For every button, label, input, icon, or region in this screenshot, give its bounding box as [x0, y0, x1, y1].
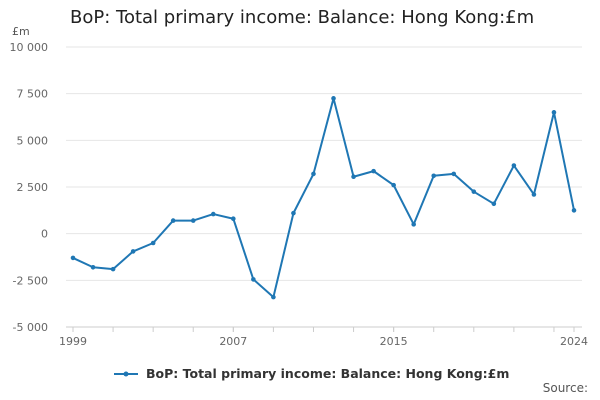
data-point: [571, 208, 577, 213]
data-point: [291, 210, 296, 216]
data-point: [130, 249, 136, 254]
data-point: [110, 266, 116, 272]
x-axis: 1999 2007 2015 2024: [59, 326, 588, 348]
data-point: [210, 211, 216, 217]
series-line: [72, 97, 575, 299]
data-point: [491, 201, 497, 207]
chart-title: BoP: Total primary income: Balance: Hong…: [70, 7, 535, 28]
data-point: [351, 174, 356, 180]
legend-label: BoP: Total primary income: Balance: Hong…: [146, 366, 510, 381]
y-tick-label: 2 500: [17, 181, 49, 194]
x-tick-label: 1999: [59, 335, 87, 348]
data-point: [411, 222, 416, 227]
data-point: [371, 168, 376, 174]
data-point: [251, 277, 256, 282]
y-tick-label: -5 000: [13, 321, 48, 334]
data-point: [90, 264, 96, 270]
legend-line-marker-icon: [114, 371, 138, 376]
x-tick-label: 2024: [560, 335, 588, 348]
y-axis: 10 000 7 500 5 000 2 500 0 -2 500 -5 000: [10, 41, 49, 334]
y-axis-unit-label: £m: [12, 25, 30, 38]
y-tick-label: 10 000: [10, 41, 49, 54]
x-tick-label: 2007: [219, 335, 247, 348]
data-point: [531, 192, 537, 197]
series-layer: [70, 96, 577, 300]
chart-legend[interactable]: BoP: Total primary income: Balance: Hong…: [112, 366, 509, 381]
data-point: [311, 171, 316, 177]
data-point: [511, 163, 517, 168]
data-point: [331, 96, 336, 101]
data-point: [170, 218, 176, 223]
y-tick-label: 0: [41, 228, 48, 241]
x-tick-label: 2015: [380, 335, 408, 348]
data-point: [70, 255, 76, 261]
y-tick-label: -2 500: [13, 274, 48, 287]
y-tick-label: 5 000: [17, 134, 49, 147]
data-point: [190, 218, 196, 223]
data-point: [551, 110, 557, 115]
y-tick-label: 7 500: [17, 88, 49, 101]
data-point: [451, 171, 457, 177]
grid-lines: [66, 46, 582, 328]
source-label: Source:: [542, 381, 588, 395]
data-point: [471, 189, 477, 194]
data-point: [431, 173, 437, 179]
data-point: [150, 240, 156, 246]
data-point: [231, 216, 236, 222]
data-point: [271, 294, 276, 300]
data-point: [391, 182, 396, 188]
